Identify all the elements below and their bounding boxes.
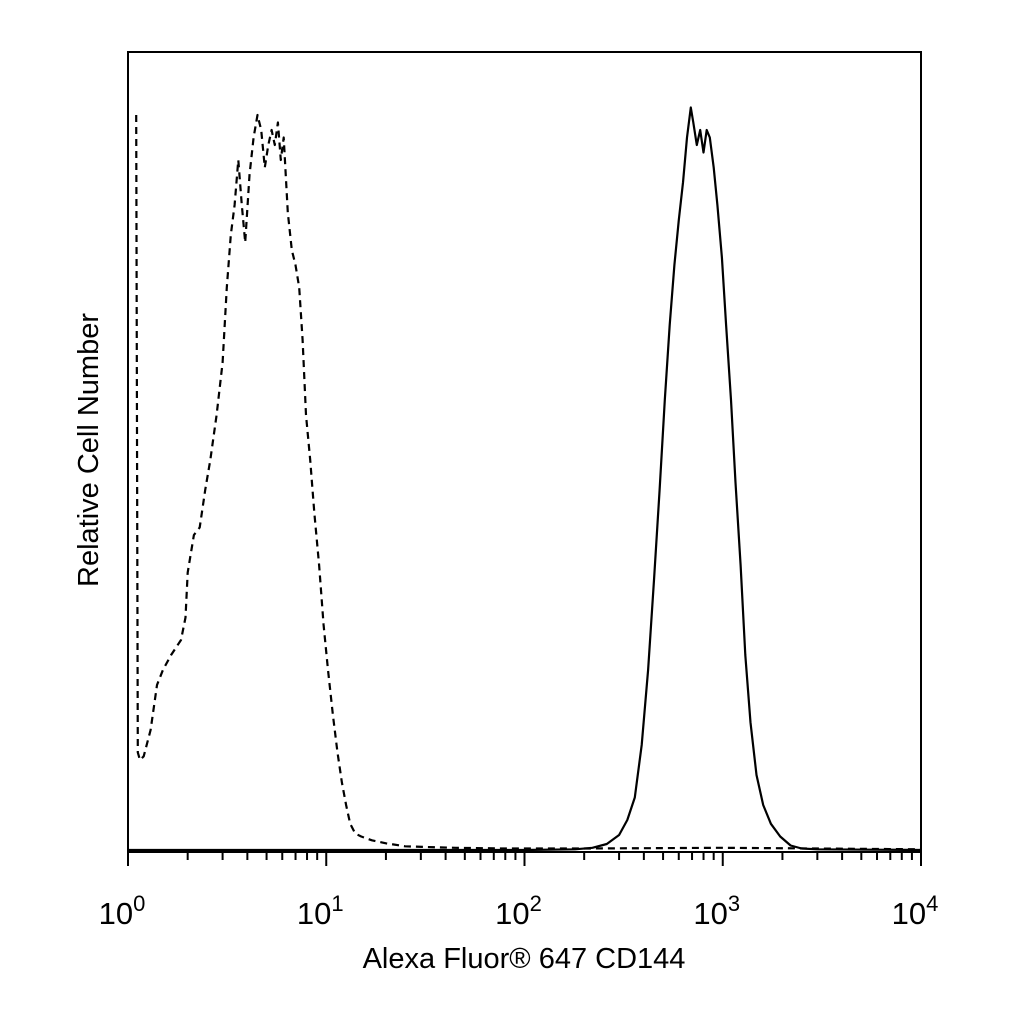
x-axis-ticks — [127, 852, 922, 866]
stained-sample-curve — [128, 106, 922, 852]
y-axis-label: Relative Cell Number — [73, 313, 105, 587]
x-tick-label: 104 — [892, 891, 939, 931]
x-axis-tick-labels: 100 101 102 103 104 — [99, 891, 939, 931]
isotype-control-curve — [135, 113, 922, 851]
x-tick-label: 102 — [495, 891, 542, 931]
plot-frame — [127, 51, 922, 853]
x-tick-label: 101 — [297, 891, 344, 931]
series-layer — [128, 106, 922, 852]
x-tick-label: 103 — [693, 891, 740, 931]
x-axis-label: Alexa Fluor® 647 CD144 — [363, 943, 686, 975]
x-tick-label: 100 — [99, 891, 146, 931]
plot-area — [127, 51, 922, 866]
